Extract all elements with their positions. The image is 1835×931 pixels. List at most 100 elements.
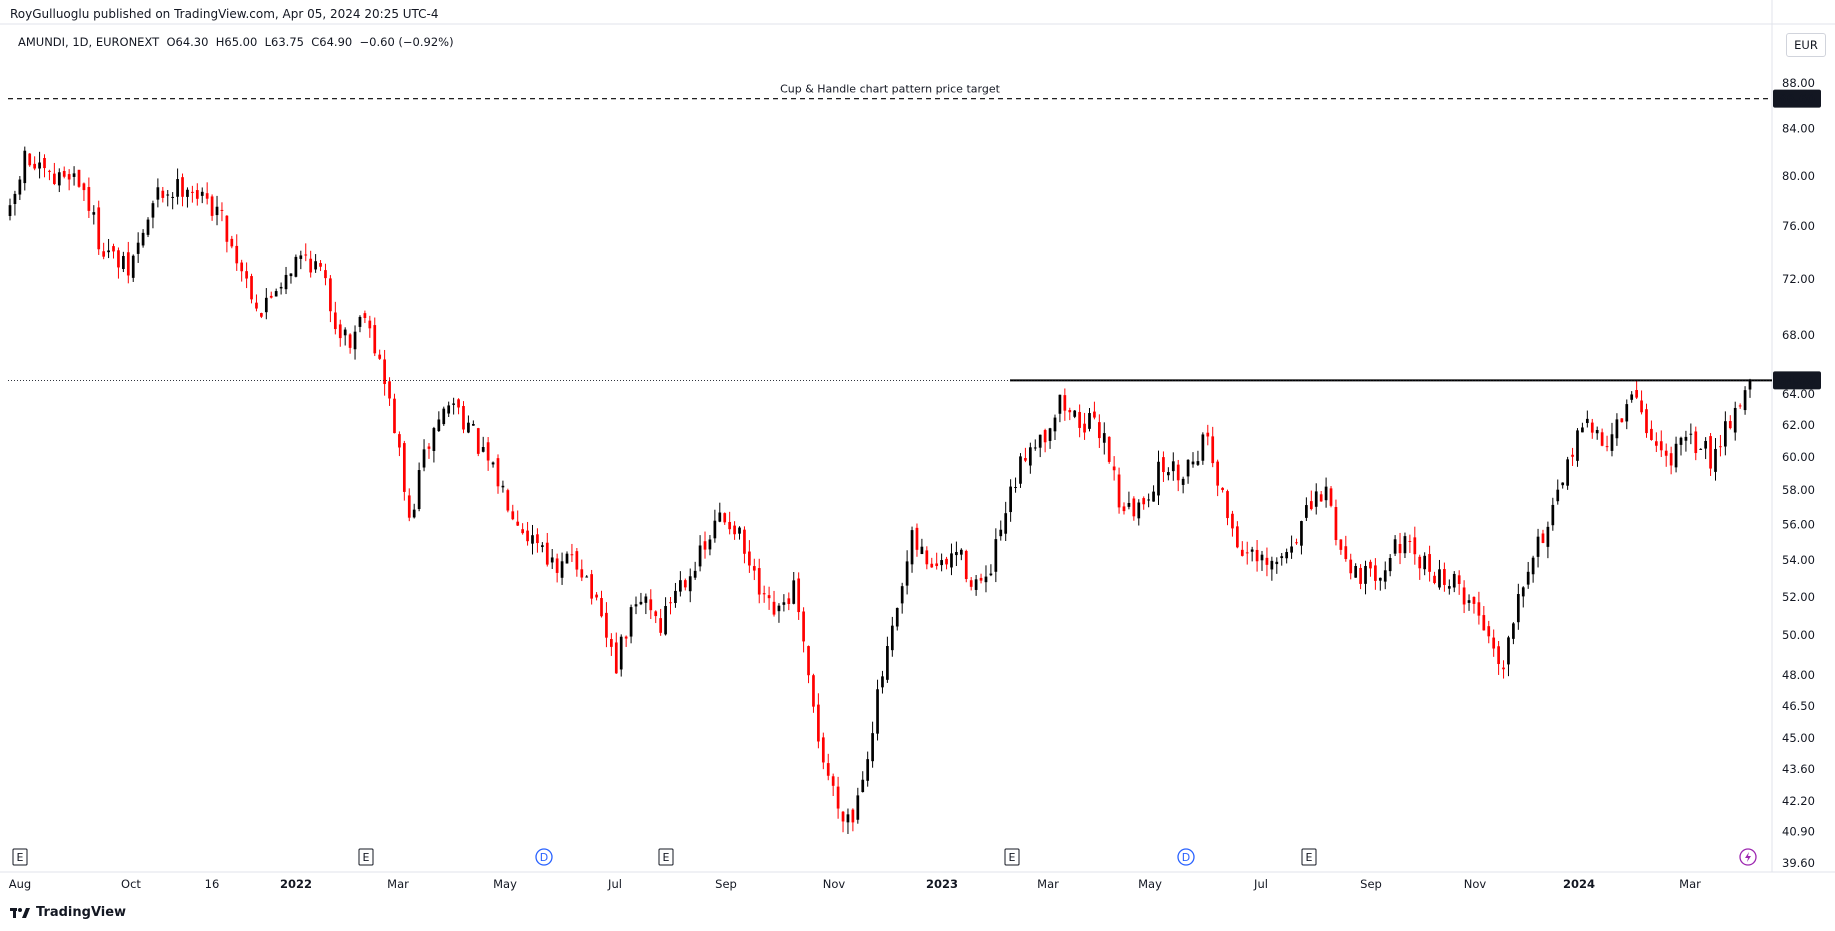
candle [1507, 635, 1510, 677]
candle [338, 319, 342, 347]
candle [886, 636, 889, 683]
time-axis[interactable]: Aug Oct 16 2022 Mar May Jul Sep Nov 2023 Mar May Jul… [9, 877, 1701, 891]
candle [62, 166, 66, 179]
candle [1561, 482, 1565, 489]
candle-body [1374, 565, 1377, 581]
candle-body [1142, 498, 1146, 505]
overlay-lines: Cup & Handle chart pattern price target [8, 83, 1772, 382]
candle-body [752, 566, 756, 571]
candle-body [831, 776, 835, 786]
candle-body [1369, 561, 1372, 569]
candle-body [1359, 567, 1362, 584]
candle [1531, 555, 1535, 583]
candle [294, 254, 298, 278]
candle [324, 263, 327, 286]
flash-event-icon[interactable] [1739, 848, 1757, 866]
candle [1102, 422, 1106, 455]
candle-body [1709, 436, 1712, 469]
candle [1625, 399, 1629, 430]
candle-body [343, 329, 347, 336]
candle [28, 153, 32, 167]
candle [1167, 467, 1170, 481]
price-target-label: Cup & Handle chart pattern price target [780, 83, 1001, 96]
candle-body [82, 183, 86, 191]
candle [220, 202, 224, 222]
price-axis[interactable]: 88.00 84.00 80.00 76.00 72.00 68.00 64.00 62.00… [1773, 76, 1821, 870]
candle-body [1443, 569, 1446, 585]
candle-body [447, 405, 451, 414]
candle [600, 590, 603, 618]
candle-body [531, 535, 534, 544]
candle-body [176, 179, 179, 197]
tradingview-logo[interactable]: TradingView [10, 905, 126, 920]
candle-body [1127, 502, 1131, 507]
earnings-event-icon[interactable]: E [1301, 848, 1317, 866]
candle [348, 333, 352, 354]
candle-body [1063, 395, 1067, 411]
candle-body [1546, 526, 1550, 547]
candle [540, 542, 544, 553]
candle [314, 254, 317, 273]
candle-body [526, 530, 529, 542]
candle [1497, 640, 1500, 675]
candle-body [62, 170, 66, 177]
candle [1684, 430, 1688, 452]
candle-body [126, 252, 130, 276]
time-tick-label: Mar [1679, 877, 1701, 891]
candle [851, 808, 855, 832]
candle-body [1339, 539, 1343, 550]
candle-body [250, 276, 253, 300]
candle-body [358, 316, 362, 327]
candle-body [220, 209, 224, 211]
candle [92, 205, 96, 225]
candle-body [1319, 494, 1323, 502]
candle [595, 592, 598, 601]
earnings-event-icon[interactable]: E [658, 848, 674, 866]
candle [432, 426, 436, 463]
earnings-event-icon[interactable]: E [358, 848, 374, 866]
candle [210, 194, 214, 221]
dividend-event-icon[interactable]: D [535, 848, 553, 866]
axis-price-label: 64.90 [1773, 371, 1821, 390]
candle [126, 241, 130, 284]
candle-body [664, 606, 667, 635]
candle-body [1679, 437, 1683, 445]
dividend-event-icon[interactable]: D [1177, 848, 1195, 866]
candle-body [299, 255, 303, 259]
candle [368, 315, 372, 338]
candle-body [807, 646, 810, 676]
price-tick-label: 42.20 [1782, 794, 1815, 808]
candle [748, 540, 751, 573]
price-tick-label: 88.00 [1782, 76, 1815, 90]
candle [920, 538, 924, 555]
candle-body [398, 434, 401, 448]
candle-body [1650, 428, 1653, 440]
candle [545, 532, 549, 567]
candle-body [964, 550, 968, 580]
candle-body [235, 245, 239, 264]
candle [1443, 562, 1446, 592]
candle [723, 512, 727, 525]
candle [1433, 571, 1436, 585]
candle-body [1245, 552, 1249, 554]
candle [1334, 499, 1338, 546]
candle [550, 549, 554, 569]
candle [1659, 430, 1663, 457]
candle [846, 808, 850, 834]
candle [669, 596, 672, 615]
candle-body [72, 173, 76, 177]
candle-body [841, 811, 845, 822]
earnings-event-icon[interactable]: E [1004, 848, 1020, 866]
candle-body [1620, 418, 1624, 423]
earnings-event-icon[interactable]: E [12, 848, 28, 866]
candle-body [1290, 546, 1293, 553]
currency-selector[interactable]: EUR [1786, 33, 1826, 57]
candle-body [516, 521, 520, 526]
candle-body [97, 207, 101, 250]
candle [728, 511, 732, 535]
candle [1388, 554, 1392, 577]
candle-body [388, 381, 391, 399]
candle-body [1206, 432, 1210, 437]
